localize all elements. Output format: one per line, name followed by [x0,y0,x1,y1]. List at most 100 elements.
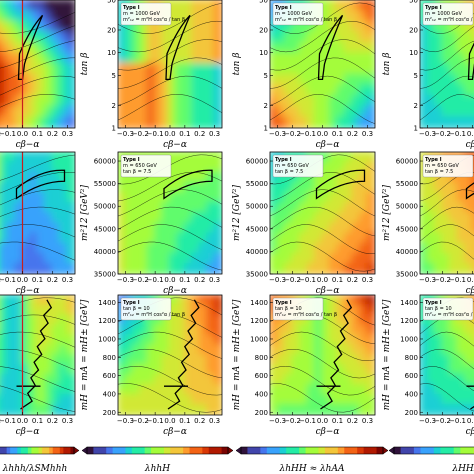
colorbar-label: λHHH [451,464,474,474]
colorbar-swatch [433,447,442,454]
heat-cell [420,222,429,235]
heat-cell [21,171,31,184]
heat-cell [344,20,354,33]
heat-cell [124,404,134,415]
heat-cell [291,334,301,346]
y-tick-label: 10 [107,49,116,57]
heat-cell [14,95,24,108]
heat-cell [276,20,286,33]
colorbar-swatch [66,447,72,454]
heat-cell [198,384,209,396]
heat-cell [51,334,61,346]
heat-cell [426,201,436,214]
contour-line [270,189,375,217]
x-tick-label: −0.3 [269,417,286,425]
heat-cell [344,161,354,174]
heat-cell [351,295,361,306]
heat-cell [420,334,429,346]
colorbar-swatch [253,447,261,454]
heat-cell [198,222,209,235]
heat-cell [441,95,451,108]
heat-cell [351,9,361,23]
colorbar-swatch [87,447,95,454]
heat-cell [191,161,201,174]
heat-cell [434,52,444,65]
heat-cell [449,52,459,65]
heat-cell [21,41,31,55]
heat-cell [161,116,171,128]
heat-cell [29,354,39,366]
colorbar-swatch [151,447,159,454]
heat-cell [21,31,31,44]
heat-cell [344,152,354,164]
heat-cell [146,252,157,265]
heat-cell [191,344,201,356]
heat-cell [146,394,157,406]
heat-cell [6,394,16,406]
heat-cell [124,201,134,214]
heat-cell [299,374,309,386]
heat-cell [183,171,194,184]
heat-cell [66,171,75,184]
heat-cell [191,31,201,44]
heat-cell [306,52,316,65]
heat-cell [176,314,186,326]
heat-cell [276,404,286,415]
heat-cell [44,171,54,184]
heat-cell [344,262,354,274]
x-tick-label: −0.2 [434,276,451,284]
x-tick-label: 0.1 [332,417,343,425]
heat-cell [321,262,331,274]
heat-cell [59,41,69,55]
heat-cell [169,394,179,406]
heat-cell [359,212,369,225]
heat-cell [14,191,24,204]
heat-cell [21,354,31,366]
heat-cell [449,394,459,406]
heat-cell [329,52,339,65]
heat-cell [276,242,286,255]
heat-cell [44,181,54,194]
heat-cell [44,31,54,44]
y-axis-label: tan β [80,53,90,76]
x-tick-label: 0.0 [467,130,474,138]
x-tick-label: −0.2 [132,130,149,138]
heat-cell [183,201,194,214]
heat-cell [471,212,474,225]
heat-cell [344,201,354,214]
contour-line [420,348,474,370]
heat-cell [284,171,294,184]
legend-line: tan β = 10 [425,306,452,312]
heat-cell [59,31,69,44]
heat-cell [213,232,222,245]
heat-cell [44,95,54,108]
heat-cell [366,295,375,306]
heat-cell [336,232,346,245]
heat-cell [471,84,474,97]
heat-cell [213,324,222,336]
heat-cell [198,354,209,366]
heat-cell [139,201,149,214]
heat-cell [6,9,16,23]
heat-cell [366,394,375,406]
heat-cell [329,0,339,12]
heat-cell [36,252,46,265]
heat-cell [306,191,316,204]
x-tick-label: −0.1 [0,130,16,138]
legend-line: tan β = 7.5 [425,169,453,175]
colorbar-swatch [413,447,422,454]
heat-cell [51,191,61,204]
heat-cell [456,394,466,406]
contour-line [118,241,222,271]
x-tick-label: −0.2 [434,130,451,138]
x-tick-label: −0.1 [449,417,466,425]
colorbar-swatch [56,447,61,454]
x-tick-label: −0.1 [147,130,164,138]
heat-cell [59,344,69,356]
heat-cell [176,212,186,225]
heat-cell [36,161,46,174]
heat-cell [14,404,24,415]
heat-cell [176,9,186,23]
colorbar-frame [0,446,75,455]
x-tick-label: 0.2 [194,417,205,425]
